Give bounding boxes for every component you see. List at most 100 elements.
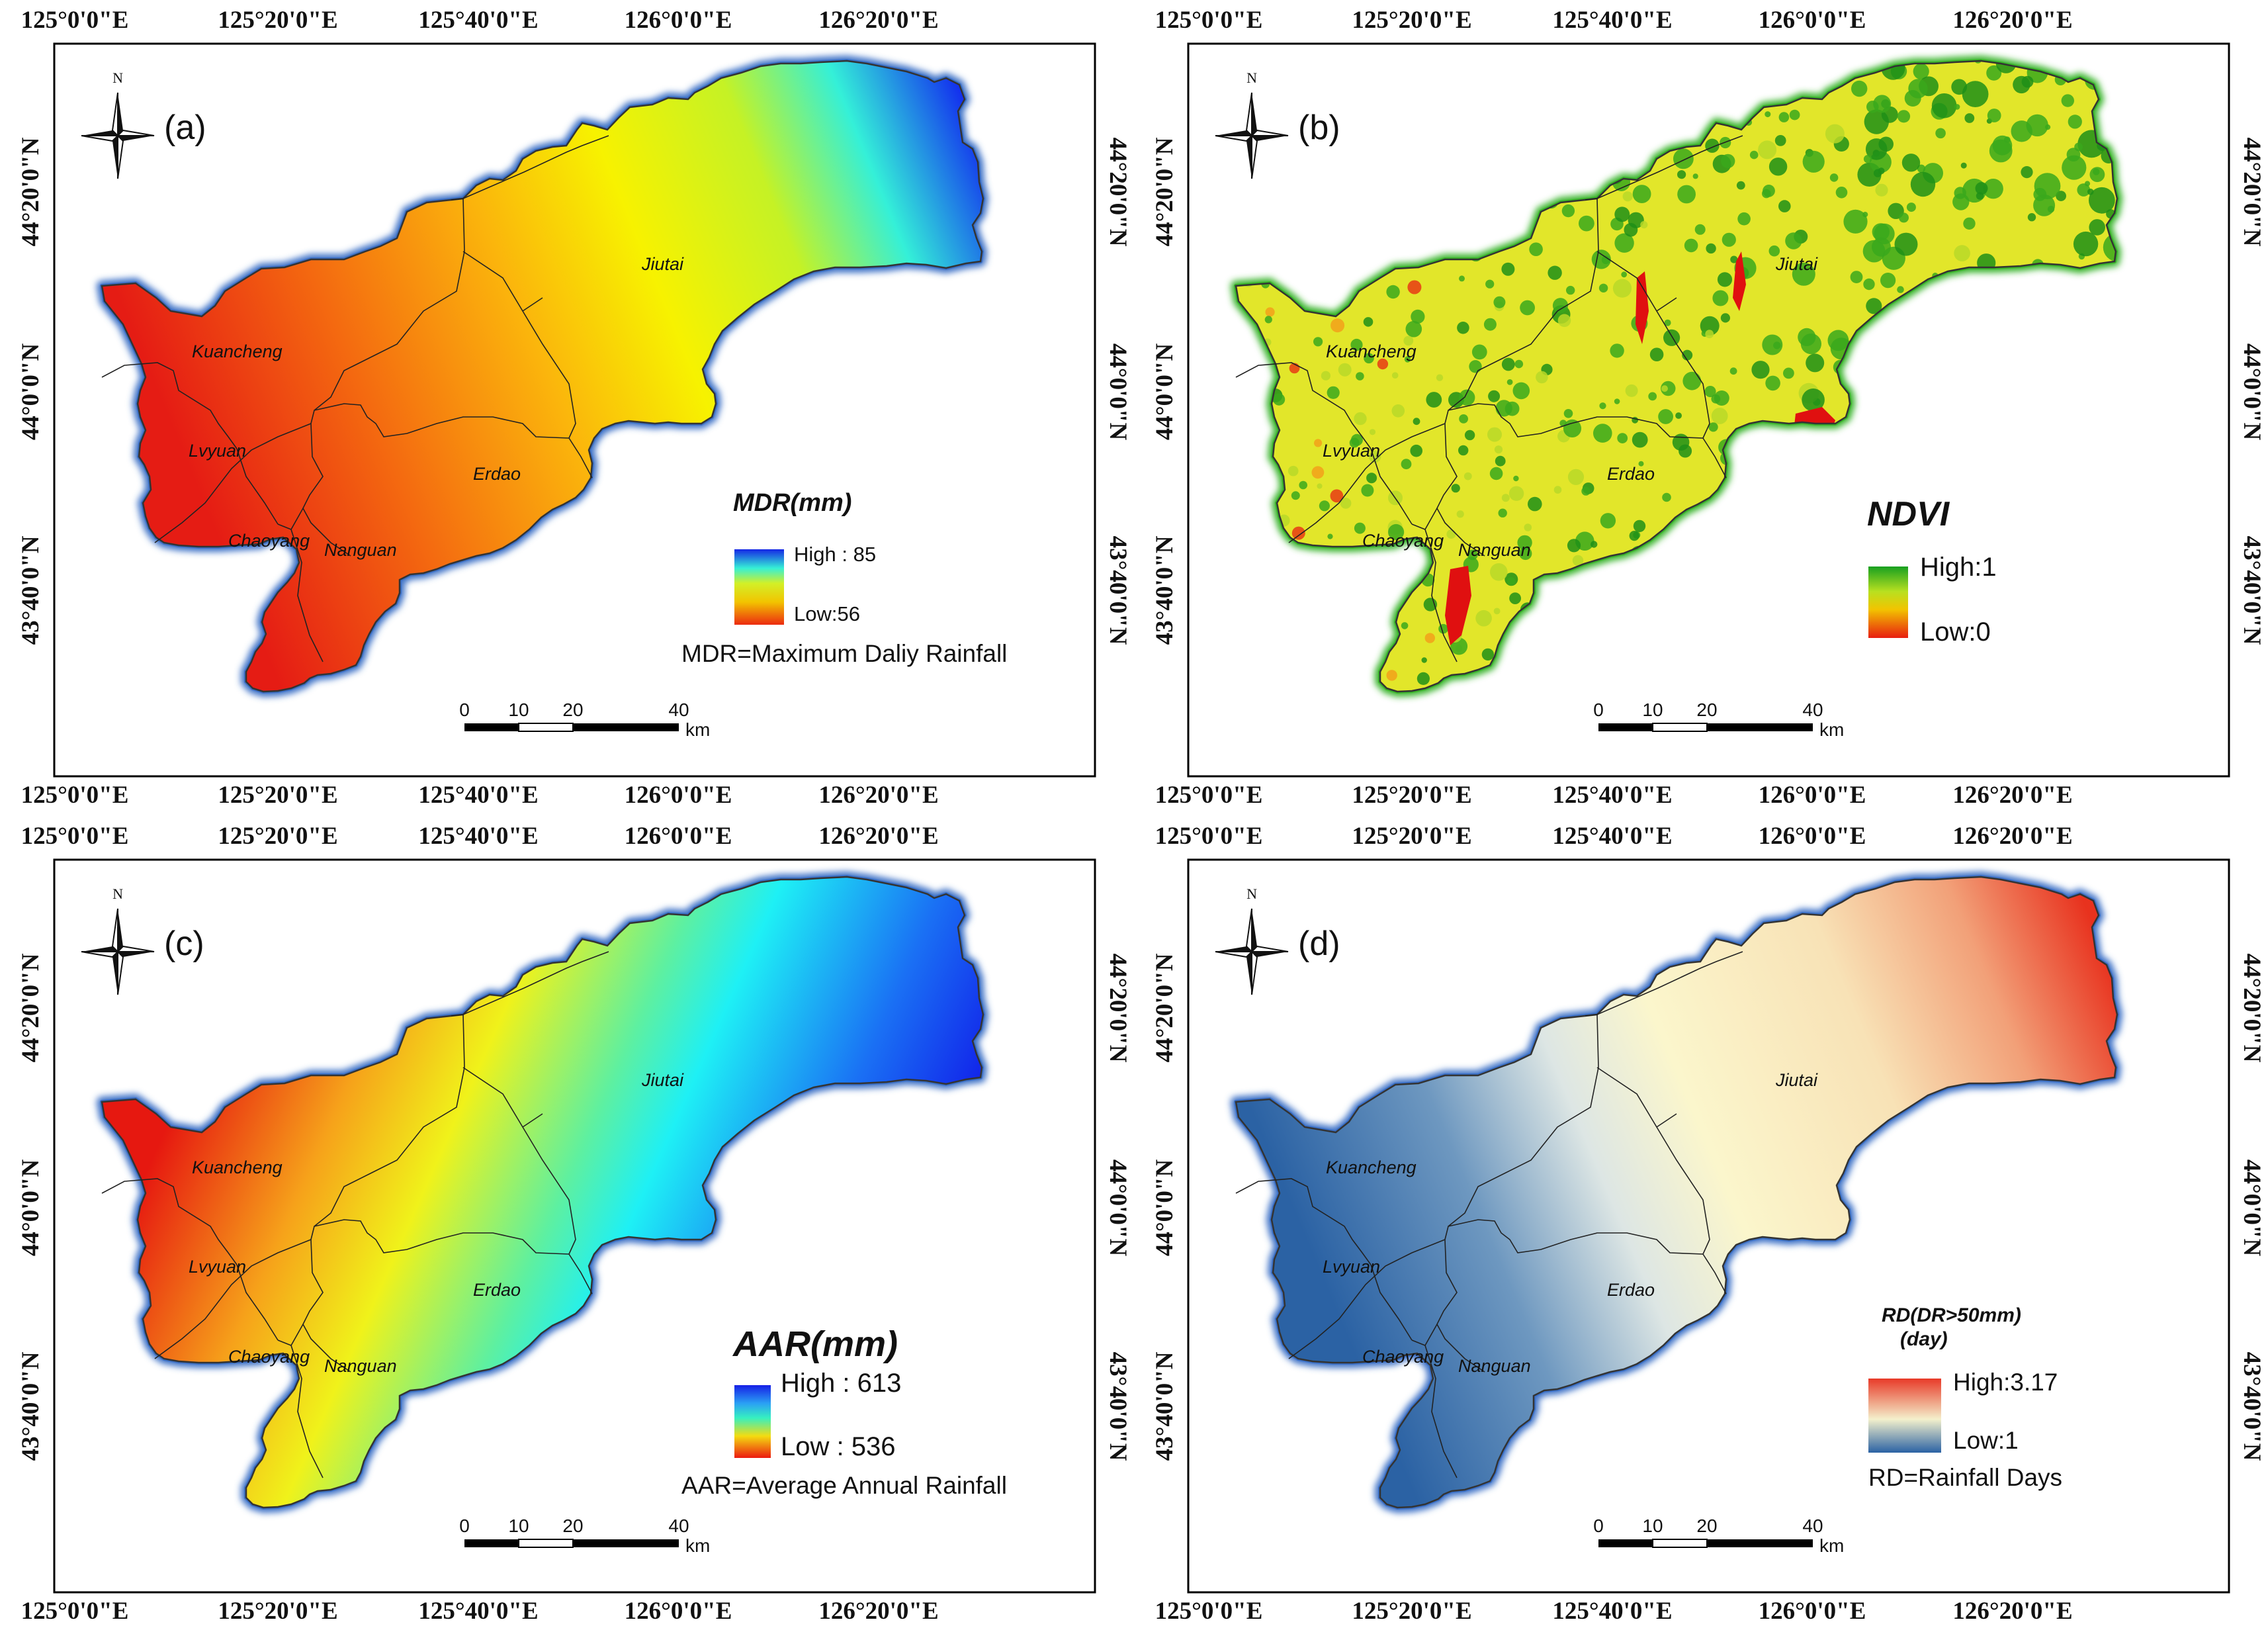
latitude-label: 44°0'0"N [2238, 1159, 2265, 1257]
longitude-label: 126°0'0"E [625, 782, 732, 809]
district-label-erdao: Erdao [473, 464, 521, 484]
district-boundaries [101, 135, 609, 662]
svg-text:10: 10 [508, 700, 529, 720]
legend-color-ramp [734, 1385, 771, 1458]
legend-low-value: Low:1 [1953, 1427, 2019, 1454]
map-panel-d: 125°0'0"E 125°20'0"E 125°40'0"E 126°0'0"… [1134, 816, 2268, 1632]
district-boundaries [1235, 951, 1743, 1478]
legend-note: AAR=Average Annual Rainfall [681, 1472, 1007, 1499]
district-boundaries [101, 951, 609, 1478]
north-arrow: N [1215, 885, 1289, 995]
longitude-label: 126°0'0"E [625, 7, 732, 34]
svg-text:km: km [685, 719, 710, 740]
latitude-label: 44°20'0"N [2238, 138, 2265, 247]
legend-high-value: High : 85 [794, 543, 876, 566]
left-latitude-labels: 44°20'0"N 44°0'0"N 43°40'0"N [1151, 953, 1178, 1461]
district-label-kuancheng: Kuancheng [192, 1157, 283, 1177]
district-label-lvyuan: Lvyuan [189, 441, 246, 461]
longitude-label: 126°0'0"E [1759, 7, 1866, 34]
legend-title: RD(DR>50mm) [1882, 1304, 2021, 1326]
left-latitude-labels: 44°20'0"N 44°0'0"N 43°40'0"N [17, 137, 44, 645]
bottom-longitude-labels: 125°0'0"E 125°20'0"E 125°40'0"E 126°0'0"… [1155, 782, 2073, 809]
legend-color-ramp [734, 549, 784, 625]
longitude-label: 125°40'0"E [418, 7, 538, 34]
bottom-longitude-labels: 125°0'0"E 125°20'0"E 125°40'0"E 126°0'0"… [21, 782, 939, 809]
longitude-label: 125°20'0"E [1352, 7, 1471, 34]
north-arrow: N [1215, 69, 1289, 179]
svg-text:20: 20 [1696, 700, 1717, 720]
district-label-kuancheng: Kuancheng [192, 341, 283, 361]
district-labels: Kuancheng Lvyuan Chaoyang Nanguan Erdao … [189, 254, 684, 560]
latitude-label: 43°40'0"N [17, 1351, 44, 1461]
svg-text:20: 20 [1696, 1516, 1717, 1536]
longitude-label: 125°40'0"E [1552, 823, 1672, 850]
latitude-label: 43°40'0"N [1104, 1352, 1131, 1461]
district-labels: Kuancheng Lvyuan Chaoyang Nanguan Erdao … [189, 1070, 684, 1376]
legend-title: MDR(mm) [733, 489, 851, 517]
legend-high-value: High:1 [1920, 553, 1997, 582]
legend-note: MDR=Maximum Daliy Rainfall [681, 640, 1007, 667]
top-longitude-labels: 125°0'0"E 125°20'0"E 125°40'0"E 126°0'0"… [1155, 7, 2073, 34]
longitude-label: 126°20'0"E [818, 782, 938, 809]
svg-text:N: N [1246, 69, 1257, 86]
longitude-label: 125°20'0"E [1352, 782, 1471, 809]
legend: NDVI High:1 Low:0 [1867, 495, 1997, 647]
district-label-nanguan: Nanguan [324, 1356, 397, 1376]
legend-high-value: High:3.17 [1953, 1369, 2058, 1396]
longitude-label: 125°40'0"E [418, 1598, 538, 1625]
svg-text:km: km [1819, 719, 1844, 740]
panel-label: (a) [164, 109, 206, 147]
panel-label: (c) [164, 925, 204, 963]
district-label-chaoyang: Chaoyang [1362, 531, 1444, 551]
svg-text:20: 20 [562, 700, 583, 720]
svg-text:10: 10 [508, 1516, 529, 1536]
longitude-label: 125°0'0"E [21, 7, 129, 34]
district-label-erdao: Erdao [473, 1280, 521, 1300]
left-latitude-labels: 44°20'0"N 44°0'0"N 43°40'0"N [17, 953, 44, 1461]
district-label-chaoyang: Chaoyang [228, 1347, 310, 1367]
svg-text:40: 40 [1802, 1516, 1823, 1536]
svg-text:10: 10 [1642, 700, 1663, 720]
svg-text:N: N [112, 885, 123, 902]
district-label-nanguan: Nanguan [1458, 540, 1531, 560]
district-label-erdao: Erdao [1607, 1280, 1655, 1300]
svg-text:0: 0 [459, 700, 470, 720]
longitude-label: 126°20'0"E [818, 7, 938, 34]
latitude-label: 43°40'0"N [1151, 1351, 1178, 1461]
left-latitude-labels: 44°20'0"N 44°0'0"N 43°40'0"N [1151, 137, 1178, 645]
district-label-chaoyang: Chaoyang [1362, 1347, 1444, 1367]
legend-title-unit: (day) [1900, 1328, 1948, 1350]
svg-text:0: 0 [459, 1516, 470, 1536]
longitude-label: 126°20'0"E [818, 823, 938, 850]
legend-low-value: Low : 536 [781, 1432, 895, 1461]
longitude-label: 126°0'0"E [1759, 823, 1866, 850]
svg-text:N: N [112, 69, 123, 86]
top-longitude-labels: 125°0'0"E 125°20'0"E 125°40'0"E 126°0'0"… [21, 7, 939, 34]
longitude-label: 125°0'0"E [21, 1598, 129, 1625]
panel-label: (b) [1298, 109, 1340, 147]
study-area-boundary [101, 60, 984, 693]
longitude-label: 126°20'0"E [1952, 782, 2072, 809]
svg-text:km: km [685, 1535, 710, 1556]
legend-color-ramp [1868, 567, 1908, 638]
longitude-label: 125°0'0"E [1155, 1598, 1263, 1625]
legend-color-ramp [1868, 1379, 1941, 1453]
latitude-label: 44°20'0"N [17, 953, 44, 1062]
longitude-label: 125°20'0"E [218, 7, 337, 34]
map-panel-a: 125°0'0"E 125°20'0"E 125°40'0"E 126°0'0"… [0, 0, 1134, 816]
district-label-kuancheng: Kuancheng [1326, 1157, 1417, 1177]
legend-low-value: Low:0 [1920, 617, 1991, 647]
legend: RD(DR>50mm) (day) High:3.17 Low:1 [1868, 1304, 2058, 1454]
svg-text:40: 40 [668, 1516, 689, 1536]
svg-text:km: km [1819, 1535, 1844, 1556]
svg-text:40: 40 [668, 700, 689, 720]
longitude-label: 125°20'0"E [1352, 1598, 1471, 1625]
district-label-nanguan: Nanguan [1458, 1356, 1531, 1376]
right-latitude-labels: 44°20'0"N 44°0'0"N 43°40'0"N [1104, 954, 1131, 1461]
study-area-boundary [101, 876, 984, 1509]
latitude-label: 44°0'0"N [17, 343, 44, 441]
legend: MDR(mm) High : 85 Low:56 [733, 489, 876, 625]
district-label-nanguan: Nanguan [324, 540, 397, 560]
latitude-label: 44°0'0"N [2238, 343, 2265, 441]
scale-bar: 0 10 20 40 km [1593, 1516, 1844, 1556]
